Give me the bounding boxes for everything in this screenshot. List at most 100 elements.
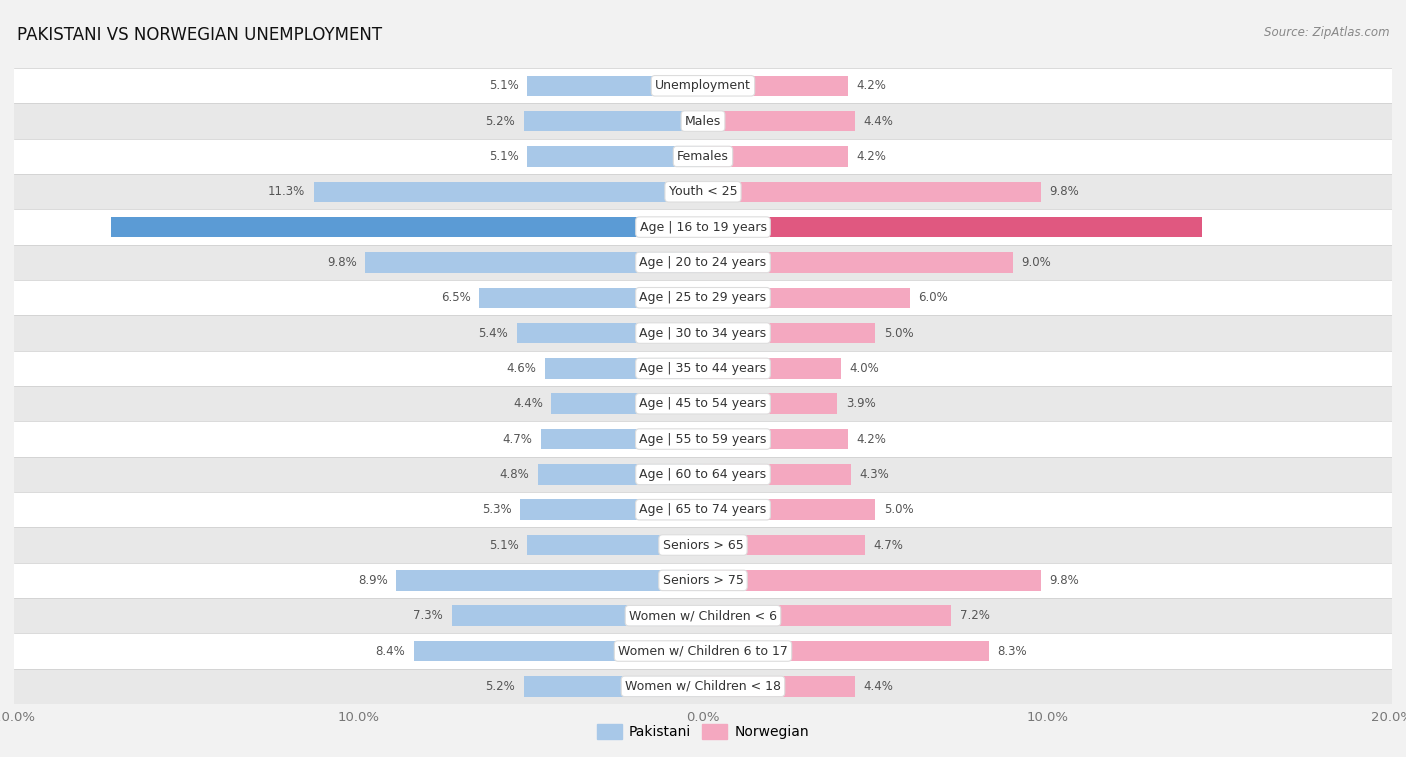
Bar (314, 182, 703, 202)
Bar (703, 500, 875, 520)
Text: 4.2%: 4.2% (856, 150, 886, 163)
Text: 9.8%: 9.8% (1049, 185, 1078, 198)
Bar (520, 500, 703, 520)
Bar (14, 139, 1392, 174)
Text: 4.4%: 4.4% (863, 114, 893, 128)
Text: 3.9%: 3.9% (846, 397, 876, 410)
Text: Youth < 25: Youth < 25 (669, 185, 737, 198)
Text: 6.5%: 6.5% (440, 291, 471, 304)
Bar (524, 111, 703, 132)
Bar (14, 350, 1392, 386)
Bar (413, 640, 703, 662)
Bar (703, 534, 865, 556)
Text: 9.0%: 9.0% (1022, 256, 1052, 269)
Bar (527, 76, 703, 96)
Bar (527, 534, 703, 556)
Bar (111, 217, 703, 238)
Bar (541, 428, 703, 450)
Text: Age | 16 to 19 years: Age | 16 to 19 years (640, 220, 766, 234)
Bar (703, 570, 1040, 590)
Text: 4.6%: 4.6% (506, 362, 536, 375)
Text: Males: Males (685, 114, 721, 128)
Text: Seniors > 65: Seniors > 65 (662, 538, 744, 552)
Text: PAKISTANI VS NORWEGIAN UNEMPLOYMENT: PAKISTANI VS NORWEGIAN UNEMPLOYMENT (17, 26, 382, 45)
Text: Age | 45 to 54 years: Age | 45 to 54 years (640, 397, 766, 410)
Bar (703, 676, 855, 696)
Bar (14, 210, 1392, 245)
Text: 4.7%: 4.7% (873, 538, 904, 552)
Text: 4.3%: 4.3% (859, 468, 890, 481)
Text: Age | 65 to 74 years: Age | 65 to 74 years (640, 503, 766, 516)
Text: 4.7%: 4.7% (502, 432, 533, 446)
Text: Age | 20 to 24 years: Age | 20 to 24 years (640, 256, 766, 269)
Text: Source: ZipAtlas.com: Source: ZipAtlas.com (1264, 26, 1389, 39)
Text: Women w/ Children < 18: Women w/ Children < 18 (626, 680, 780, 693)
Text: Women w/ Children < 6: Women w/ Children < 6 (628, 609, 778, 622)
Bar (14, 245, 1392, 280)
Bar (703, 111, 855, 132)
Bar (451, 606, 703, 626)
Bar (14, 422, 1392, 456)
Text: Age | 25 to 29 years: Age | 25 to 29 years (640, 291, 766, 304)
Bar (537, 464, 703, 484)
Text: Females: Females (678, 150, 728, 163)
Text: 7.2%: 7.2% (960, 609, 990, 622)
Bar (551, 394, 703, 414)
Text: 4.2%: 4.2% (856, 432, 886, 446)
Text: 4.0%: 4.0% (849, 362, 879, 375)
Text: 5.2%: 5.2% (485, 114, 515, 128)
Text: 11.3%: 11.3% (269, 185, 305, 198)
Text: 8.4%: 8.4% (375, 644, 405, 658)
Bar (479, 288, 703, 308)
Bar (517, 322, 703, 344)
Text: 5.3%: 5.3% (482, 503, 512, 516)
Text: 5.4%: 5.4% (478, 326, 509, 340)
Legend: Pakistani, Norwegian: Pakistani, Norwegian (592, 719, 814, 745)
Bar (366, 252, 703, 273)
Text: 4.8%: 4.8% (499, 468, 529, 481)
Text: 4.4%: 4.4% (513, 397, 543, 410)
Bar (703, 288, 910, 308)
Bar (703, 322, 875, 344)
Bar (703, 428, 848, 450)
Bar (14, 386, 1392, 422)
Text: 9.8%: 9.8% (1049, 574, 1078, 587)
Bar (703, 182, 1040, 202)
Text: 7.3%: 7.3% (413, 609, 443, 622)
Bar (703, 252, 1012, 273)
Text: Age | 60 to 64 years: Age | 60 to 64 years (640, 468, 766, 481)
Bar (703, 464, 851, 484)
Text: 5.2%: 5.2% (485, 680, 515, 693)
Bar (14, 280, 1392, 316)
Bar (14, 492, 1392, 528)
Bar (703, 146, 848, 167)
Bar (14, 634, 1392, 668)
Bar (396, 570, 703, 590)
Text: 17.2%: 17.2% (65, 220, 101, 234)
Bar (14, 598, 1392, 634)
Text: 5.1%: 5.1% (489, 79, 519, 92)
Bar (14, 456, 1392, 492)
Text: 5.1%: 5.1% (489, 150, 519, 163)
Bar (14, 668, 1392, 704)
Text: Age | 55 to 59 years: Age | 55 to 59 years (640, 432, 766, 446)
Text: Age | 35 to 44 years: Age | 35 to 44 years (640, 362, 766, 375)
Text: Age | 30 to 34 years: Age | 30 to 34 years (640, 326, 766, 340)
Bar (14, 104, 1392, 139)
Text: 5.1%: 5.1% (489, 538, 519, 552)
Bar (14, 174, 1392, 210)
Bar (14, 316, 1392, 350)
Text: 14.5%: 14.5% (1211, 220, 1249, 234)
Text: 4.4%: 4.4% (863, 680, 893, 693)
Bar (703, 217, 1202, 238)
Text: Women w/ Children 6 to 17: Women w/ Children 6 to 17 (619, 644, 787, 658)
Text: 9.8%: 9.8% (328, 256, 357, 269)
Bar (14, 562, 1392, 598)
Text: Unemployment: Unemployment (655, 79, 751, 92)
Bar (703, 76, 848, 96)
Bar (544, 358, 703, 378)
Text: 5.0%: 5.0% (884, 503, 914, 516)
Text: 6.0%: 6.0% (918, 291, 948, 304)
Text: 5.0%: 5.0% (884, 326, 914, 340)
Bar (14, 528, 1392, 562)
